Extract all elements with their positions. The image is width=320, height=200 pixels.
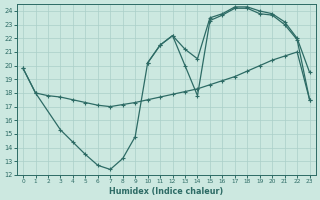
X-axis label: Humidex (Indice chaleur): Humidex (Indice chaleur) (109, 187, 223, 196)
